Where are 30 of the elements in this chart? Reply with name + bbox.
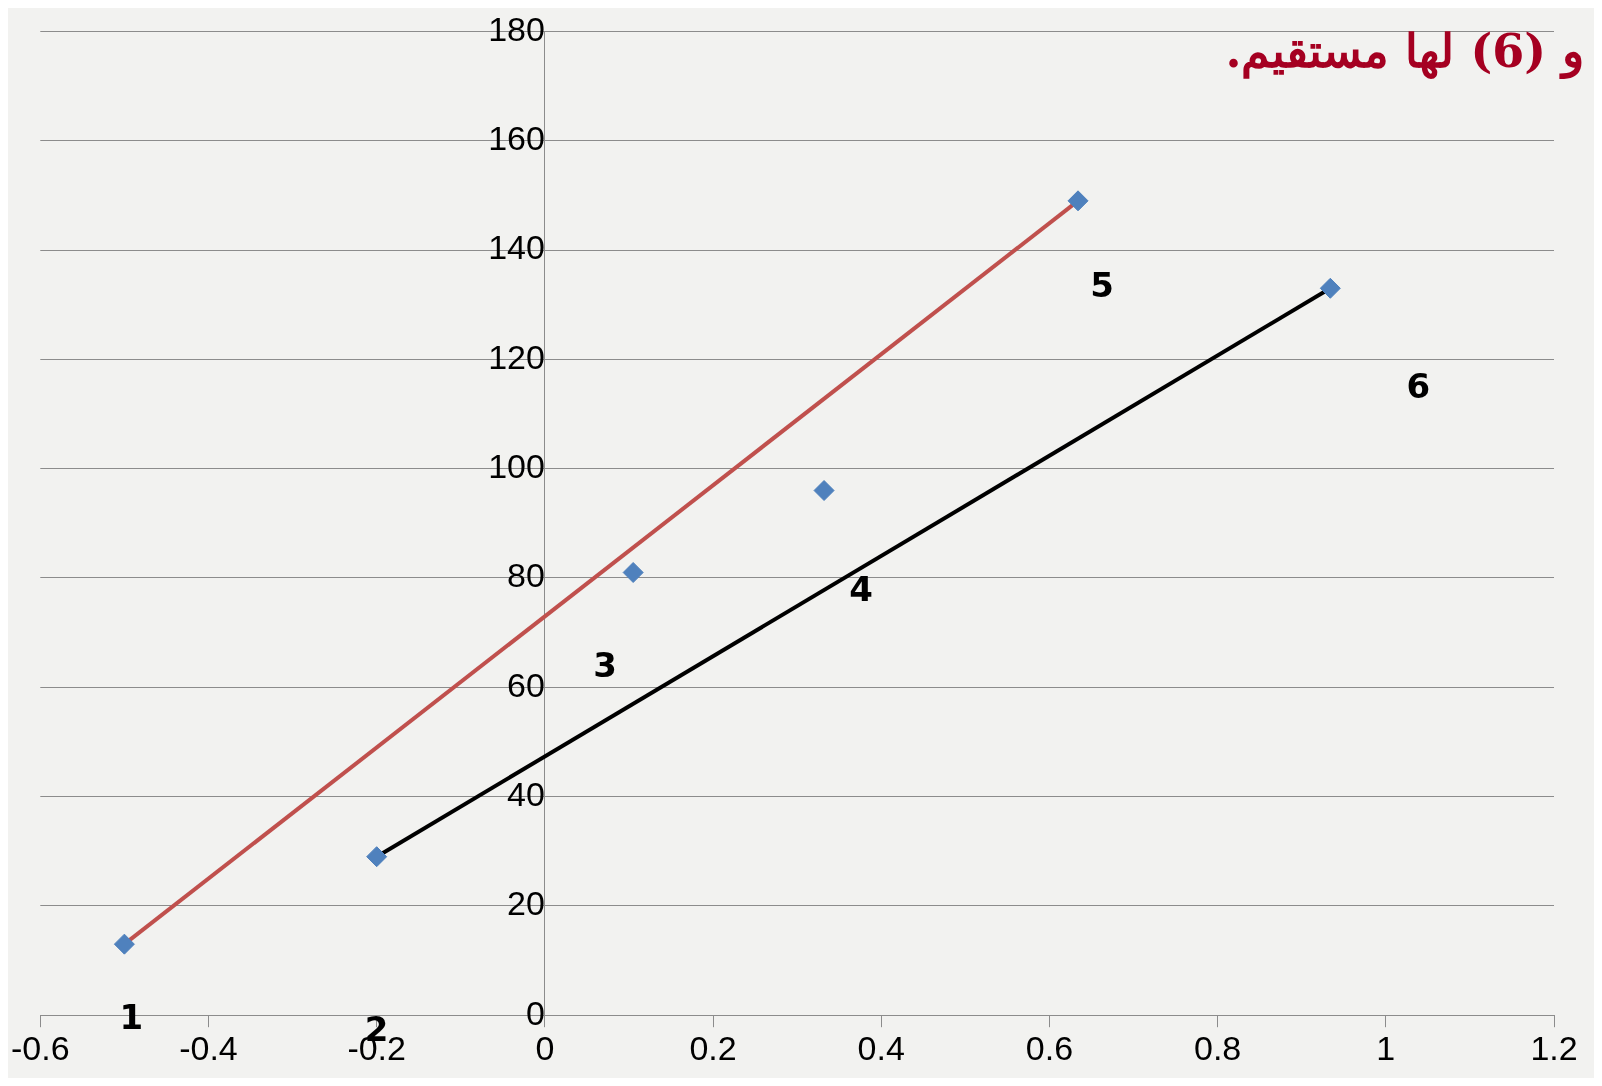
chart-title: و (6) لها مستقيم. (1225, 23, 1584, 79)
y-tick-label: 60 (507, 665, 545, 704)
y-tick-label: 160 (488, 119, 545, 158)
x-tick-label: -0.4 (179, 1028, 238, 1067)
point (1067, 190, 1089, 212)
annotation: 6 (1406, 366, 1431, 407)
y-tick-label: 20 (507, 884, 545, 923)
y-tick-label: 140 (488, 228, 545, 267)
y-tick-label: 80 (507, 556, 545, 595)
annotation: 3 (593, 645, 617, 686)
x-tick-label: 0.2 (689, 1028, 737, 1067)
x-tick-label: 0.4 (857, 1028, 905, 1067)
y-tick-label: 40 (507, 774, 545, 813)
point (622, 561, 644, 583)
annotation: 1 (119, 996, 144, 1037)
point (113, 933, 135, 955)
annotation: 5 (1090, 264, 1114, 305)
y-tick-label: 180 (488, 9, 545, 48)
y-tick-label: 100 (488, 447, 545, 486)
x-tick-label: 0.6 (1025, 1028, 1074, 1067)
y-tick-label: 120 (488, 337, 545, 376)
point (366, 846, 388, 868)
x-tick-label: 1 (1376, 1028, 1396, 1067)
x-tick-label: 1.2 (1530, 1028, 1578, 1067)
x-tick-label: 0.8 (1193, 1028, 1242, 1067)
x-tick-label: -0.6 (11, 1028, 70, 1067)
y-tick-label: 0 (525, 993, 545, 1032)
annotation: 4 (849, 569, 873, 610)
point (813, 480, 835, 502)
point (1319, 277, 1341, 299)
